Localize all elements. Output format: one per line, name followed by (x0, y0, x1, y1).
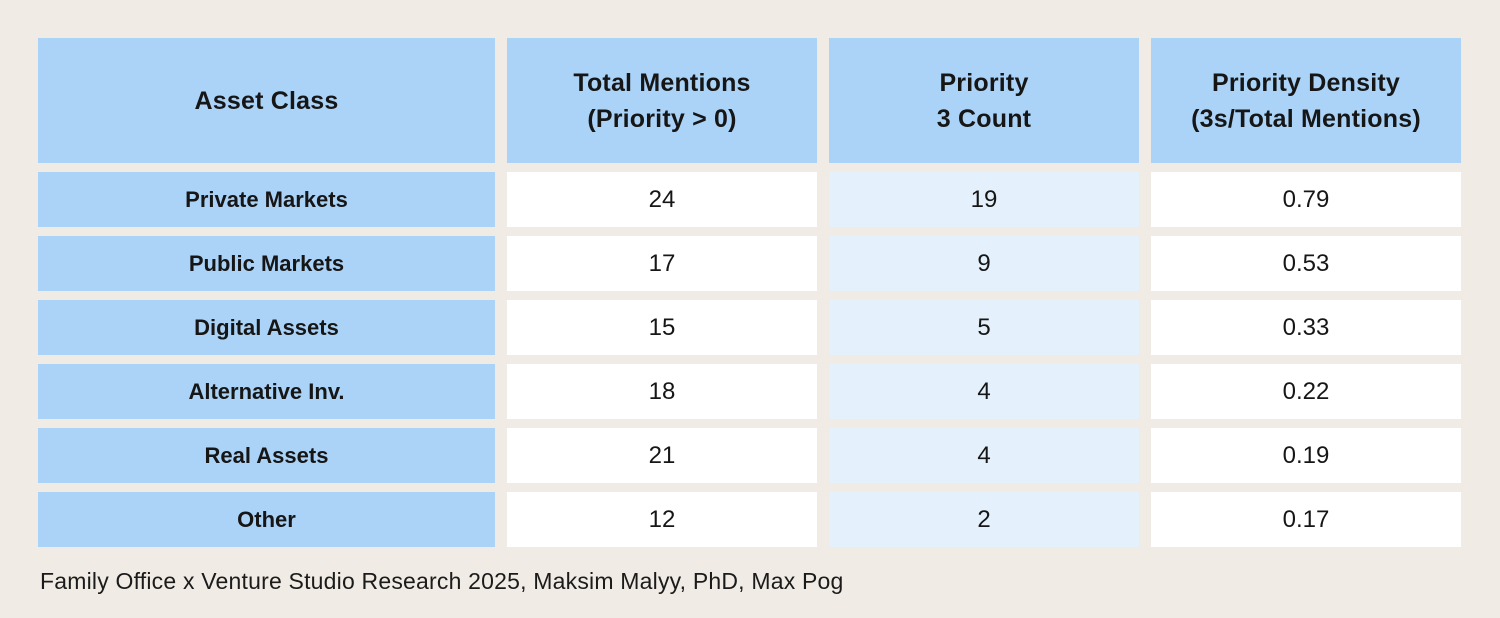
cell-priority-density: 0.22 (1151, 364, 1461, 419)
source-attribution: Family Office x Venture Studio Research … (40, 568, 844, 594)
header-line: Priority (939, 68, 1029, 97)
row-label-real-assets: Real Assets (38, 428, 495, 483)
cell-priority-3-count: 4 (829, 364, 1139, 419)
cell-priority-3-count: 19 (829, 172, 1139, 227)
cell-priority-3-count: 9 (829, 236, 1139, 291)
cell-total-mentions: 12 (507, 492, 817, 547)
row-label-public-markets: Public Markets (38, 236, 495, 291)
cell-total-mentions: 18 (507, 364, 817, 419)
cell-priority-density: 0.17 (1151, 492, 1461, 547)
row-label-digital-assets: Digital Assets (38, 300, 495, 355)
row-label-private-markets: Private Markets (38, 172, 495, 227)
row-label-alternative-inv: Alternative Inv. (38, 364, 495, 419)
row-label-other: Other (38, 492, 495, 547)
header-line: 3 Count (936, 104, 1032, 133)
cell-total-mentions: 24 (507, 172, 817, 227)
cell-priority-3-count: 4 (829, 428, 1139, 483)
cell-priority-3-count: 5 (829, 300, 1139, 355)
cell-priority-3-count: 2 (829, 492, 1139, 547)
cell-total-mentions: 15 (507, 300, 817, 355)
header-line: Asset Class (194, 86, 339, 115)
cell-priority-density: 0.53 (1151, 236, 1461, 291)
header-line: (3s/Total Mentions) (1191, 104, 1421, 133)
header-asset-class: Asset Class (38, 38, 495, 163)
cell-priority-density: 0.79 (1151, 172, 1461, 227)
header-line: Priority Density (1212, 68, 1400, 97)
cell-total-mentions: 17 (507, 236, 817, 291)
header-total-mentions: Total Mentions (Priority > 0) (507, 38, 817, 163)
header-line: Total Mentions (573, 68, 751, 97)
header-priority-3-count: Priority 3 Count (829, 38, 1139, 163)
cell-priority-density: 0.33 (1151, 300, 1461, 355)
cell-priority-density: 0.19 (1151, 428, 1461, 483)
asset-class-table: Asset Class Total Mentions (Priority > 0… (38, 38, 1461, 547)
cell-total-mentions: 21 (507, 428, 817, 483)
header-line: (Priority > 0) (587, 104, 737, 133)
header-priority-density: Priority Density (3s/Total Mentions) (1151, 38, 1461, 163)
